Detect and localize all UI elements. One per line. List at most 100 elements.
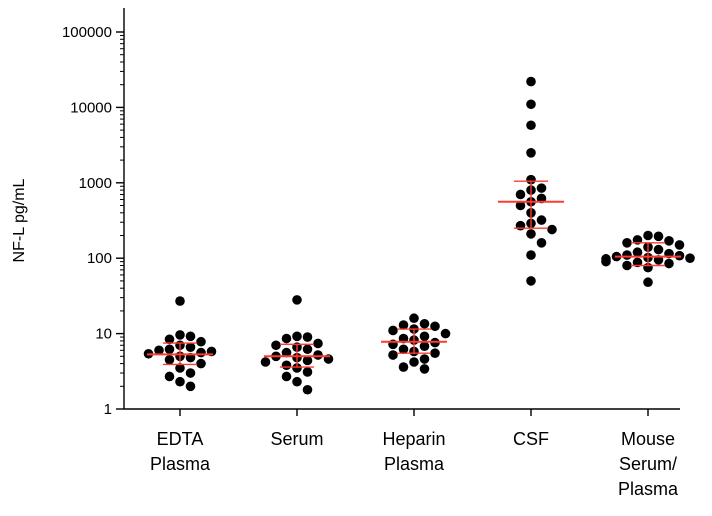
data-point (292, 363, 302, 373)
data-point (281, 371, 292, 382)
data-point (313, 350, 323, 360)
data-point (164, 334, 175, 345)
group-1 (260, 295, 334, 395)
y-tick-label: 10000 (70, 99, 112, 116)
y-tick-label: 1 (104, 401, 112, 418)
data-point (526, 99, 536, 110)
data-point (664, 258, 674, 269)
data-point (398, 362, 409, 372)
data-point (292, 376, 302, 387)
data-point (185, 381, 196, 392)
x-category-label-line: Serum/ (619, 454, 677, 474)
x-category-label-line: EDTA (157, 429, 204, 449)
y-tick-label: 100000 (62, 24, 112, 41)
data-point (643, 277, 653, 288)
data-point (175, 296, 185, 306)
data-point (674, 240, 685, 250)
data-point (430, 348, 440, 358)
x-axis: EDTA Plasma Serum Heparin Plasma CSF Mouse Seru… (124, 408, 680, 499)
data-point (154, 345, 164, 356)
data-point (185, 342, 196, 353)
data-point (515, 189, 526, 200)
y-tick-label: 100 (87, 250, 112, 267)
y-axis-title: NF-L pg/mL (11, 178, 28, 262)
y-tick-label: 1000 (79, 175, 112, 192)
group-2 (381, 313, 451, 374)
data-point (398, 320, 409, 330)
x-category-label-line: CSF (513, 429, 549, 449)
data-point (302, 332, 313, 342)
data-point (622, 260, 632, 271)
x-category-label-line: Plasma (150, 454, 211, 474)
data-point (622, 250, 632, 260)
data-point (419, 364, 430, 374)
data-point (164, 344, 175, 355)
data-point (164, 354, 175, 365)
data-point (409, 313, 419, 324)
data-point (196, 347, 206, 358)
data-point (547, 224, 557, 235)
group-0 (143, 296, 217, 392)
data-point (526, 229, 536, 239)
data-point (175, 376, 185, 387)
data-point (526, 174, 536, 185)
x-category-label: CSF (513, 429, 549, 449)
data-point (622, 238, 632, 248)
x-category-label-line: Serum (270, 429, 323, 449)
y-axis: 1 10 100 1000 10000 100000 (62, 8, 125, 418)
x-category-label-line: Plasma (384, 454, 445, 474)
data-point (281, 333, 292, 344)
data-point (685, 253, 695, 263)
y-tick-label: 10 (95, 326, 112, 343)
data-point (419, 318, 430, 329)
data-point (653, 244, 664, 255)
data-point (632, 257, 643, 268)
data-point (440, 328, 451, 339)
data-point (388, 350, 398, 360)
data-point (271, 340, 281, 351)
data-point (419, 331, 430, 342)
x-category-label: Mouse Serum/Plasma (618, 429, 679, 499)
data-point (643, 230, 653, 241)
data-point (632, 247, 643, 258)
data-point (526, 276, 536, 286)
data-point (419, 354, 430, 364)
data-point (302, 355, 313, 366)
data-groups (143, 76, 695, 395)
data-point (526, 120, 536, 131)
data-point (526, 76, 536, 87)
data-point (515, 220, 526, 231)
data-point (536, 183, 547, 193)
x-category-label-line: Heparin (382, 429, 445, 449)
data-point (409, 357, 419, 367)
data-point (526, 147, 536, 158)
group-3 (498, 76, 564, 286)
data-point (185, 331, 196, 342)
data-point (260, 357, 271, 367)
data-point (185, 368, 196, 378)
data-point (302, 367, 313, 377)
x-category-label: Serum (270, 429, 323, 449)
data-point (536, 215, 547, 225)
data-point (526, 250, 536, 260)
data-point (292, 295, 302, 305)
data-point (196, 336, 206, 347)
data-point (601, 256, 611, 267)
x-category-label-line: Plasma (618, 479, 679, 499)
data-point (175, 330, 185, 340)
data-point (302, 384, 313, 395)
data-point (196, 358, 206, 369)
data-point (281, 347, 292, 358)
data-point (175, 363, 185, 373)
data-point (302, 344, 313, 355)
x-category-label: EDTA Plasma (150, 429, 211, 474)
data-point (430, 321, 440, 332)
data-point (515, 200, 526, 211)
x-category-label-line: Mouse (621, 429, 675, 449)
data-point (388, 325, 398, 336)
group-4 (601, 230, 695, 288)
data-point (536, 238, 547, 248)
data-point (419, 341, 430, 352)
data-point (292, 331, 302, 342)
